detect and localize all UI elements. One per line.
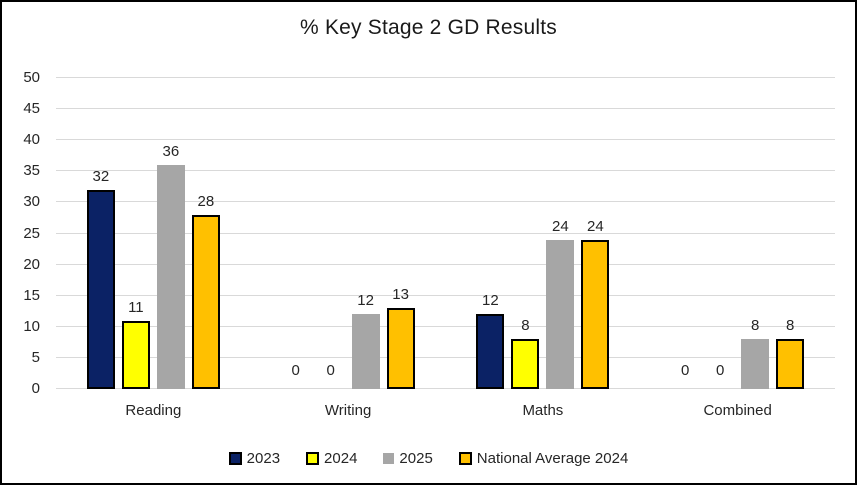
bar-2025-maths [546, 239, 575, 389]
x-category-label: Combined [703, 402, 772, 419]
legend-label: 2025 [399, 450, 433, 467]
x-category-label: Reading [125, 402, 182, 419]
y-tick-label: 20 [23, 255, 40, 273]
value-label: 11 [128, 298, 144, 316]
y-tick-label: 35 [23, 162, 40, 180]
plot-area: 32 11 36 28 Reading 0 0 12 13 Writing 12 8 24 24 Maths… [56, 77, 835, 419]
y-tick-label: 5 [31, 348, 40, 366]
y-tick-label: 40 [23, 131, 40, 149]
legend-item: National Average 2024 [458, 450, 629, 467]
x-category-label: Writing [324, 402, 372, 419]
bar-2023-maths [476, 314, 505, 389]
bar-2023-reading [86, 189, 115, 389]
bar-national-average-2024-reading [191, 214, 220, 389]
legend-label: 2024 [324, 450, 358, 467]
y-tick-label: 45 [23, 100, 40, 118]
legend-item: 2025 [383, 450, 433, 467]
y-tick-label: 50 [23, 69, 40, 86]
y-tick-label: 0 [31, 380, 40, 397]
value-label: 0 [715, 362, 725, 379]
value-label: 13 [392, 286, 409, 304]
value-label: 8 [521, 317, 530, 335]
value-label: 8 [750, 317, 760, 335]
y-tick-label: 15 [23, 286, 40, 304]
gridline [56, 294, 835, 296]
bar-2025-reading [156, 165, 185, 389]
value-label: 12 [482, 292, 499, 310]
y-axis: 0 5 10 15 20 25 30 35 40 45 50 [2, 69, 48, 397]
value-label: 12 [357, 292, 374, 310]
gridline [56, 263, 835, 265]
chart-title: % Key Stage 2 GD Results [300, 16, 557, 39]
y-tick-label: 25 [23, 224, 40, 242]
value-label: 0 [291, 362, 300, 379]
gridline [56, 325, 835, 327]
legend: 2023 2024 2025 National Average 2024 [2, 450, 855, 467]
value-label: 24 [587, 217, 604, 235]
legend-swatch [383, 453, 395, 464]
gridline [56, 77, 835, 78]
legend-label: 2023 [246, 450, 281, 467]
value-label: 0 [680, 362, 690, 379]
value-label: 8 [785, 317, 795, 335]
bar-national-average-2024-combined [776, 339, 805, 389]
legend-item: 2024 [306, 450, 357, 467]
value-label: 28 [197, 192, 215, 210]
bar-2024-reading [121, 320, 150, 389]
bar-national-average-2024-maths [581, 239, 610, 389]
value-label: 36 [162, 143, 180, 161]
legend-swatch [228, 452, 242, 465]
legend-label: National Average 2024 [476, 450, 629, 467]
y-tick-label: 30 [23, 193, 40, 211]
y-tick-label: 10 [23, 317, 40, 335]
value-label: 24 [552, 217, 569, 235]
gridline [56, 170, 835, 172]
bar-2024-maths [511, 339, 540, 389]
gridline [56, 356, 835, 358]
x-category-label: Maths [522, 402, 564, 419]
bar-2025-combined [741, 339, 770, 389]
gridline [56, 388, 835, 389]
bar-national-average-2024-writing [386, 308, 415, 389]
gridline [56, 108, 835, 110]
bar-2025-writing [351, 314, 380, 389]
value-label: 0 [326, 362, 335, 379]
gridline [56, 232, 835, 234]
legend-swatch [458, 452, 472, 465]
gridline [56, 139, 835, 141]
legend-swatch [306, 452, 320, 465]
value-label: 32 [92, 167, 110, 185]
legend-item: 2023 [228, 450, 281, 467]
gridline [56, 201, 835, 203]
